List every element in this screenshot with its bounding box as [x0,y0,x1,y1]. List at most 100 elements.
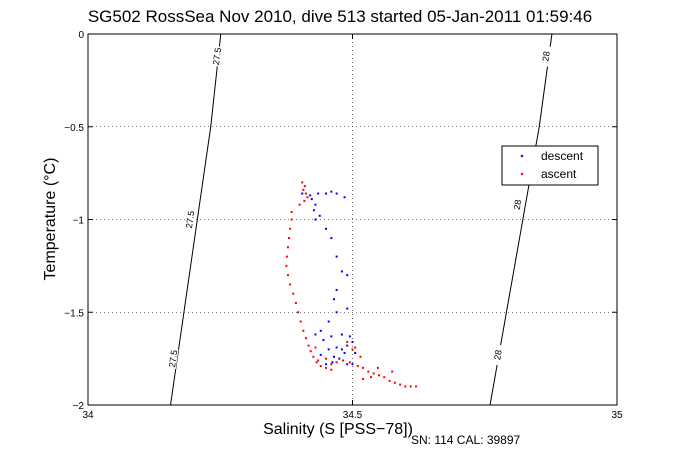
ascent-point [319,365,322,368]
legend-descent-label: descent [541,149,584,163]
descent-point [330,237,333,240]
descent-point [318,214,321,217]
ascent-point [359,355,362,358]
descent-point [322,339,325,342]
descent-point [343,196,346,199]
descent-point [346,363,349,366]
descent-point [348,335,351,338]
ascent-point [325,366,328,369]
contour-label: 28 [540,50,552,62]
ascent-point [388,379,391,382]
descent-point [346,274,349,277]
descent-point [314,203,317,206]
descent-point [340,333,343,336]
descent-point [325,363,328,366]
density-contours: 27.5 27.5 27.5 28 28 28 [167,33,553,406]
contour-label-bg [492,344,504,366]
grid-lines [88,34,617,405]
ascent-point [290,218,293,221]
descent-point [343,352,346,355]
contour-label: 27.5 [184,210,196,229]
ascent-point [302,329,305,332]
contour-label-bg [540,45,552,67]
descent-point [301,192,304,195]
ascent-point [356,365,359,368]
x-tick-label: 34.5 [343,410,363,421]
ascent-point [330,368,333,371]
descent-point [351,340,354,343]
x-axis-label: Salinity (S [PSS−78]) [263,421,413,438]
ascent-point [330,363,333,366]
ascent-point [299,320,302,323]
axis-ticks: 34 34.5 35 0 −0.5 −1 −1.5 −2 [64,30,623,421]
ascent-point [341,359,344,362]
y-axis-label: Temperature (°C) [42,158,59,281]
ascent-point [312,355,315,358]
ascent-point [301,181,304,184]
descent-point [332,298,335,301]
descent-point [332,355,335,358]
ascent-point [289,283,292,286]
ascent-point [298,203,301,206]
ascent-point [372,372,375,375]
ascent-point [325,357,328,360]
ascent-point [404,385,407,388]
ascent-point [377,374,380,377]
legend-descent-marker [520,154,524,158]
ascent-point [409,385,412,388]
descent-point [335,192,338,195]
ascent-point [317,359,320,362]
ascent-point [289,227,292,230]
y-tick-label: −2 [73,401,85,412]
contour-label-bg [511,194,524,216]
contour-label-bg [211,45,223,67]
y-tick-label: −1.5 [64,308,84,319]
descent-point [335,346,338,349]
ascent-point [370,376,373,379]
ascent-point [307,344,310,347]
ascent-point [285,264,288,267]
descent-point [338,357,341,360]
contour-label: 27.5 [211,47,223,66]
ascent-point [399,383,402,386]
descent-point [310,198,313,201]
legend-ascent-marker [520,172,524,176]
contour-label: 27.5 [167,349,179,368]
y-tick-label: 0 [78,30,84,41]
descent-point [317,192,320,195]
ascent-point [288,237,291,240]
descent-point [309,194,312,197]
ascent-point [306,196,309,199]
legend-ascent-label: ascent [541,167,577,181]
ascent-point [362,366,365,369]
contour-label-bg [167,348,179,370]
descent-point [335,311,338,314]
ascent-point [286,246,289,249]
descent-point [319,353,322,356]
x-tick-label: 34 [82,410,94,421]
ascent-point [348,361,351,364]
ascent-point [302,188,305,191]
descent-point [314,333,317,336]
ascent-point [351,348,354,351]
ascent-point [292,292,295,295]
descent-point [340,270,343,273]
descent-point [314,218,317,221]
legend-box [501,145,599,186]
ascent-point [362,378,365,381]
ascent-point [376,366,379,369]
ascent-point [414,385,417,388]
ascent-point [304,192,307,195]
ascent-point [367,370,370,373]
ascent-point [346,340,349,343]
ascent-point [315,361,318,364]
chart-title: SG502 RossSea Nov 2010, dive 513 started… [88,7,592,26]
descent-point [346,344,349,347]
ascent-point [393,381,396,384]
descent-point [330,190,333,193]
descent-point [325,192,328,195]
ascent-point [314,346,317,349]
descent-point [330,335,333,338]
descent-point [335,288,338,291]
descent-point [354,352,357,355]
